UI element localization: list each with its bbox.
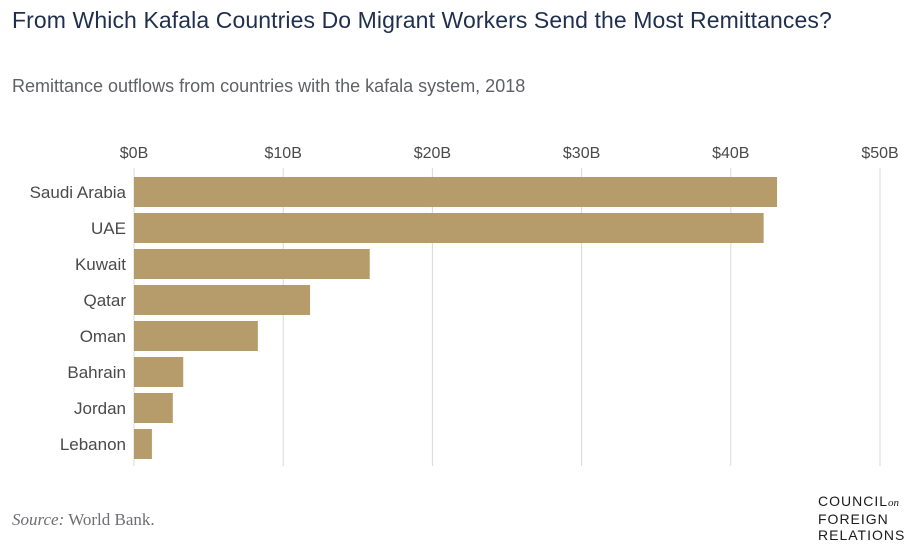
source-note: Source: World Bank. bbox=[12, 510, 155, 530]
x-tick-label: $50B bbox=[861, 145, 898, 162]
bar bbox=[134, 213, 764, 243]
chart-subtitle: Remittance outflows from countries with … bbox=[12, 76, 526, 96]
source-label: Source: bbox=[12, 510, 65, 529]
x-tick-label: $40B bbox=[712, 145, 749, 162]
y-category-label: Kuwait bbox=[75, 255, 126, 274]
y-category-label: Lebanon bbox=[60, 435, 126, 454]
chart-title: From Which Kafala Countries Do Migrant W… bbox=[12, 7, 832, 33]
bar bbox=[134, 429, 152, 459]
y-category-label: UAE bbox=[91, 219, 126, 238]
x-tick-label: $20B bbox=[414, 145, 451, 162]
bar bbox=[134, 177, 778, 207]
cfr-logo: COUNCILon FOREIGN RELATIONS bbox=[818, 493, 905, 543]
bar bbox=[134, 393, 173, 423]
logo-line3: RELATIONS bbox=[818, 527, 906, 543]
logo-line1: COUNCIL bbox=[818, 493, 889, 509]
y-category-label: Jordan bbox=[74, 399, 126, 418]
y-category-label: Bahrain bbox=[67, 363, 126, 382]
bar bbox=[134, 285, 311, 315]
x-tick-label: $0B bbox=[120, 145, 148, 162]
y-category-label: Saudi Arabia bbox=[30, 183, 127, 202]
x-tick-label: $10B bbox=[265, 145, 302, 162]
source-text: World Bank. bbox=[64, 510, 155, 529]
logo-on: on bbox=[888, 497, 900, 509]
logo-line2: FOREIGN bbox=[818, 511, 889, 527]
bar bbox=[134, 357, 184, 387]
y-category-label: Qatar bbox=[83, 291, 126, 310]
bar bbox=[134, 249, 370, 279]
bar bbox=[134, 321, 258, 351]
x-tick-label: $30B bbox=[563, 145, 600, 162]
y-category-label: Oman bbox=[80, 327, 126, 346]
